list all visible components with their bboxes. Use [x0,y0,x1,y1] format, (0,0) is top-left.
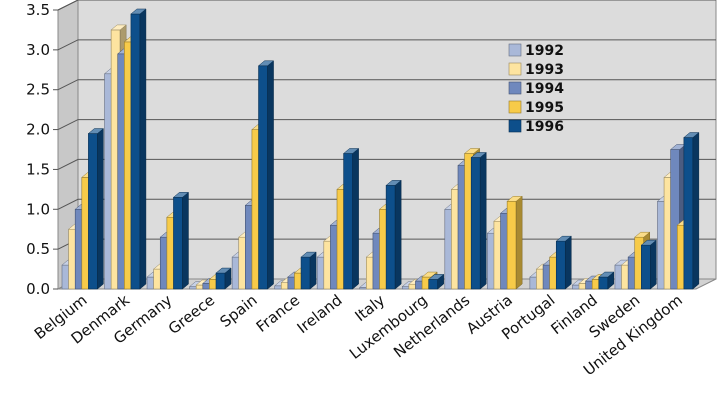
bar-side [565,235,572,290]
bar-1996-denmark [130,8,147,290]
bar-top [300,251,317,258]
gridline [57,0,716,11]
gridline [57,158,716,170]
x-category-label: Spain [216,291,260,331]
legend-label: 1996 [525,119,564,135]
legend-swatch [508,43,522,57]
y-tick-label: 2.0 [26,121,50,139]
bar-1996-ireland [342,147,360,290]
legend-label: 1993 [525,62,564,78]
bar-1996-greece [215,267,232,290]
y-axis-tick-labels: 0.0 0.5 1.0 1.5 2.0 2.5 3.0 3.5 [26,1,58,298]
bar-front [598,276,609,290]
bar-front [641,244,651,290]
gridline [57,119,716,131]
bar-top [110,24,127,31]
bar-side [97,128,104,290]
bar-side [394,179,402,290]
y-tick-label: 0.5 [26,240,50,258]
y-tick-label: 2.5 [26,81,50,99]
bar-front [215,272,226,290]
bar-side [479,151,487,290]
bar-front [343,153,353,290]
bar-top [87,128,105,134]
bar-top [342,148,360,154]
gridline [57,198,716,210]
bar-front [130,13,141,290]
legend-swatch [508,119,522,133]
bar-front [173,197,183,290]
bar-top [463,148,481,154]
bar-1996-italy [385,179,402,290]
bar-front [506,201,517,290]
bar-side [692,132,700,290]
bar-front [683,137,694,290]
bar-front [470,157,481,290]
bar-front [300,256,311,290]
legend-label: 1992 [525,43,564,59]
bar-top [683,132,700,138]
bar-top [385,180,402,186]
bar-top [215,267,232,274]
legend-swatch [508,62,522,76]
legend-label: 1994 [525,81,564,97]
bar-top [640,239,658,246]
bar-1996-netherlands [470,151,487,290]
x-axis-category-labels: BelgiumDenmarkGermanyGreeceSpainFranceIr… [31,291,686,380]
bar-1996-finland [598,271,615,290]
bar-side [182,191,189,290]
bar-top [427,274,445,280]
bar-side [352,147,359,290]
bar-front [258,65,268,290]
gridline [57,39,716,51]
x-category-label: France [253,291,303,336]
bar-top [257,60,275,67]
bar-side [515,195,523,290]
x-category-label: Greece [165,291,218,338]
gridline [57,79,716,91]
bar-side [309,251,317,290]
bar-front [385,185,396,290]
bar-top [506,196,523,202]
y-tick-label: 0.0 [26,280,50,298]
bar-1996-sweden [640,239,658,290]
bar-1995-austria [506,195,523,290]
bar-1996-luxembourg [427,273,445,290]
bar-top [172,192,190,198]
y-tick-label: 1.0 [26,200,50,218]
bars [61,8,700,290]
legend-swatch [508,100,522,114]
bar-front [88,133,98,290]
y-tick-label: 3.5 [26,1,50,19]
bar-top [598,271,615,278]
y-tick-label: 3.0 [26,41,50,59]
legend-label: 1995 [525,100,564,116]
legend-swatch [508,81,522,95]
x-category-label: Ireland [294,291,346,337]
bar-1996-united-kingdom [683,132,700,290]
y-tick-label: 1.5 [26,160,50,178]
bar-1996-belgium [87,128,105,290]
bar-1996-portugal [555,235,572,290]
bar-1996-spain [257,60,275,290]
bar-top [421,271,438,278]
bar-1996-germany [172,191,190,290]
bar-top [130,8,147,15]
legend: 1992 1993 1994 1995 1996 [508,43,564,135]
bar-side [139,8,147,290]
bar-top [634,231,651,238]
bar-top [555,235,572,242]
bar-1996-france [300,251,317,290]
bar-side [267,60,274,290]
bar-top [470,152,487,158]
bar-front [555,240,566,290]
bar-side [650,239,657,290]
bar-front [428,279,438,290]
